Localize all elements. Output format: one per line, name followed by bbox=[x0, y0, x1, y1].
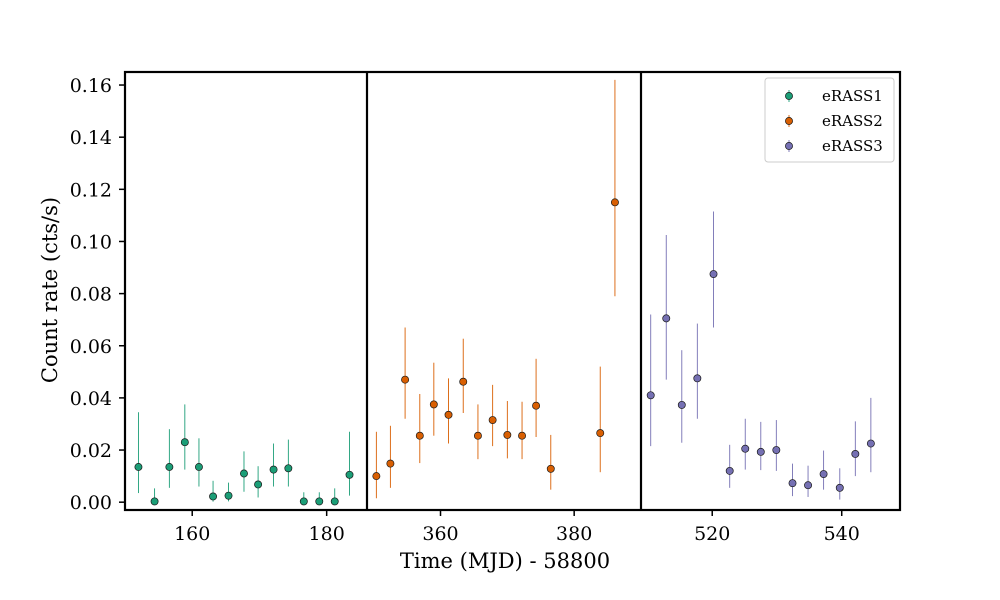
data-point bbox=[518, 431, 526, 440]
data-point bbox=[546, 464, 555, 473]
panel-frames bbox=[123, 70, 902, 512]
legend-label: eRASS3 bbox=[822, 137, 883, 155]
legend-marker bbox=[785, 92, 793, 100]
y-tick-label: 0.08 bbox=[70, 284, 112, 306]
data-point bbox=[772, 446, 781, 454]
y-tick-label: 0.16 bbox=[70, 75, 112, 97]
data-point bbox=[646, 391, 655, 400]
data-point bbox=[180, 438, 189, 447]
data-point bbox=[134, 463, 143, 471]
data-point bbox=[444, 410, 453, 419]
data-point bbox=[866, 439, 875, 448]
data-point bbox=[165, 463, 174, 471]
data-point bbox=[401, 375, 410, 384]
data-point bbox=[330, 497, 339, 506]
data-point bbox=[819, 470, 828, 478]
data-point bbox=[345, 470, 354, 479]
data-point bbox=[269, 465, 278, 474]
data-point bbox=[835, 483, 844, 492]
data-point bbox=[532, 401, 541, 410]
data-point bbox=[662, 314, 671, 323]
legend-marker bbox=[785, 142, 793, 150]
y-tick-label: 0.12 bbox=[70, 179, 112, 201]
data-point bbox=[693, 374, 702, 383]
data-point bbox=[415, 431, 424, 440]
data-point bbox=[473, 431, 482, 440]
data-point bbox=[756, 447, 765, 456]
legend-box bbox=[764, 77, 895, 163]
data-point bbox=[254, 480, 263, 489]
y-tick-label: 0.10 bbox=[70, 231, 112, 253]
y-axis-label: Count rate (cts/s) bbox=[38, 197, 62, 383]
chart-axes: 0.00 0.02 0.04 0.06 0.08 0.10 0.12 0.14 0.16 160 1… bbox=[70, 75, 860, 545]
legend-marker bbox=[785, 117, 793, 125]
data-point bbox=[741, 444, 750, 453]
data-point bbox=[788, 479, 797, 488]
data-point bbox=[299, 497, 308, 506]
chart-marks bbox=[134, 79, 875, 506]
data-point bbox=[804, 481, 813, 490]
x-tick-label: 380 bbox=[556, 523, 592, 545]
data-point bbox=[386, 459, 395, 468]
y-tick-label: 0.06 bbox=[70, 336, 112, 358]
data-point bbox=[851, 449, 860, 458]
x-tick-label: 520 bbox=[694, 523, 730, 545]
data-point bbox=[240, 469, 248, 478]
y-tick-label: 0.00 bbox=[70, 492, 112, 514]
data-point bbox=[194, 463, 203, 471]
data-point bbox=[284, 464, 293, 473]
data-point bbox=[610, 198, 619, 207]
data-point bbox=[372, 472, 381, 481]
data-point bbox=[725, 466, 734, 475]
plot-frame bbox=[123, 70, 902, 512]
x-tick-label: 360 bbox=[422, 523, 458, 545]
data-point bbox=[596, 429, 605, 438]
data-point bbox=[429, 400, 438, 409]
data-point bbox=[315, 497, 324, 506]
data-point bbox=[677, 400, 686, 409]
data-point bbox=[150, 497, 159, 506]
data-point bbox=[224, 491, 233, 500]
legend-label: eRASS1 bbox=[822, 87, 883, 105]
x-tick-label: 540 bbox=[824, 523, 860, 545]
data-point bbox=[488, 416, 497, 425]
data-point bbox=[459, 377, 468, 386]
x-axis-label: Time (MJD) - 58800 bbox=[400, 549, 610, 573]
data-point bbox=[503, 430, 512, 439]
legend: eRASS1 eRASS2 eRASS3 bbox=[764, 77, 895, 163]
y-tick-label: 0.14 bbox=[70, 127, 112, 149]
y-tick-label: 0.02 bbox=[70, 440, 112, 462]
y-tick-label: 0.04 bbox=[70, 388, 112, 410]
data-point bbox=[709, 270, 718, 279]
x-tick-label: 180 bbox=[309, 523, 345, 545]
legend-label: eRASS2 bbox=[822, 112, 883, 130]
data-point bbox=[209, 492, 218, 501]
x-tick-label: 160 bbox=[174, 523, 210, 545]
